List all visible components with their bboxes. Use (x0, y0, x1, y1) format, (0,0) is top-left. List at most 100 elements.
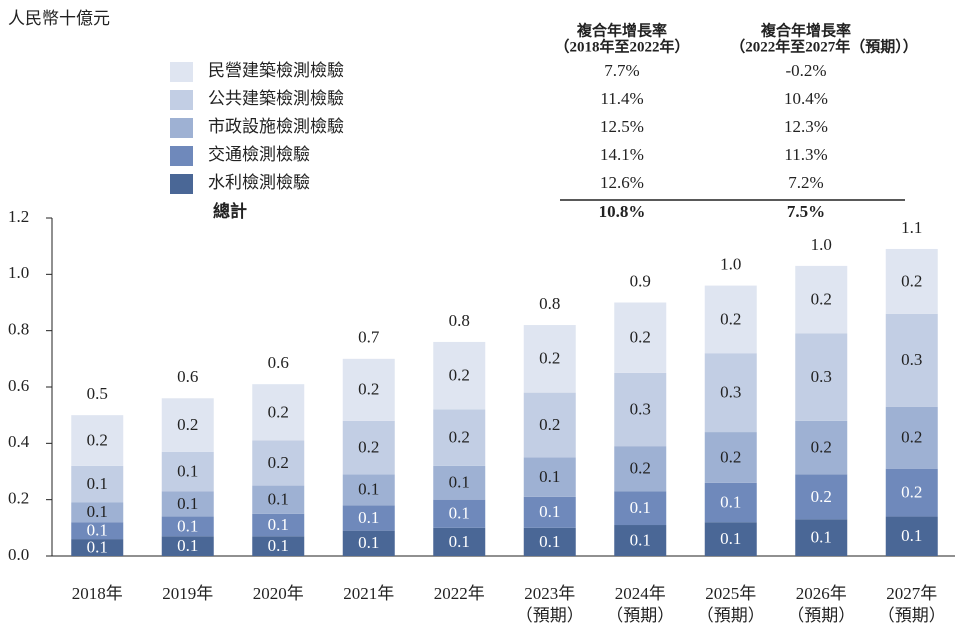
bar-segment (433, 527, 486, 556)
value-label: 0.2 (87, 430, 108, 449)
legend-swatch (170, 62, 193, 82)
x-tick-note: （預期） (697, 606, 765, 625)
x-tick-note: （預期） (787, 606, 855, 625)
y-tick-label: 0.4 (8, 432, 30, 451)
x-tick-label: 2025年 (705, 584, 756, 603)
total-label: 0.5 (87, 384, 108, 403)
value-label: 0.1 (87, 537, 108, 556)
legend-swatch (170, 174, 193, 194)
value-label: 0.3 (811, 367, 832, 386)
x-tick-label: 2020年 (253, 584, 304, 603)
value-label: 0.2 (268, 453, 289, 472)
value-label: 0.2 (177, 415, 198, 434)
value-label: 0.1 (449, 504, 470, 523)
bar-segment (433, 409, 486, 466)
total-label: 1.0 (720, 255, 741, 274)
bar-segment (71, 522, 124, 540)
bar-segment (433, 341, 486, 410)
bar-segment (523, 392, 576, 458)
value-label: 0.2 (358, 437, 379, 456)
unit-label: 人民幣十億元 (8, 9, 110, 28)
bar-segment (252, 440, 305, 486)
value-label: 0.1 (268, 490, 289, 509)
bar-segment (161, 516, 214, 537)
x-tick-note: （預期） (606, 606, 674, 625)
value-label: 0.2 (449, 428, 470, 447)
bar-segment (252, 485, 305, 514)
bar-segment (523, 325, 576, 393)
value-label: 0.1 (630, 530, 651, 549)
cagr-value: 12.3% (784, 117, 828, 136)
value-label: 0.2 (720, 309, 741, 328)
value-label: 0.2 (901, 483, 922, 502)
x-tick-note: （預期） (516, 606, 584, 625)
cagr-value: 7.7% (604, 61, 639, 80)
bar-segment (614, 525, 667, 556)
bar-segment (614, 446, 667, 492)
value-label: 0.1 (358, 480, 379, 499)
bar-segment (433, 465, 486, 500)
value-label: 0.2 (811, 437, 832, 456)
bar-segment (885, 248, 938, 314)
bar-segment (342, 505, 395, 531)
y-tick-label: 0.8 (8, 320, 29, 339)
value-label: 0.1 (358, 508, 379, 527)
value-label: 0.2 (811, 487, 832, 506)
bar-segment (342, 530, 395, 556)
legend-swatch (170, 118, 193, 138)
cagr-value: 14.1% (600, 145, 644, 164)
value-label: 0.1 (87, 521, 108, 540)
x-tick-label: 2026年 (796, 584, 847, 603)
value-label: 0.1 (811, 528, 832, 547)
cagr-value: 12.6% (600, 173, 644, 192)
value-label: 0.1 (539, 502, 560, 521)
bar-segment (433, 499, 486, 528)
cagr-value: 10.4% (784, 89, 828, 108)
legend-swatch (170, 90, 193, 110)
bar-segment (885, 516, 938, 556)
value-label: 0.2 (268, 402, 289, 421)
bar-segment (342, 474, 395, 506)
table-header: （2018年至2022年） (554, 37, 689, 55)
total-row-label: 總計 (213, 201, 247, 221)
x-tick-label: 2019年 (162, 584, 213, 603)
bar-segment (885, 406, 938, 469)
x-tick-label: 2024年 (615, 584, 666, 603)
total-label: 0.8 (539, 294, 560, 313)
value-label: 0.1 (268, 536, 289, 555)
bar-segment (885, 468, 938, 517)
legend-swatch (170, 146, 193, 166)
value-label: 0.2 (630, 459, 651, 478)
total-label: 0.6 (268, 353, 289, 372)
bar-segment (795, 333, 848, 421)
value-label: 0.2 (630, 328, 651, 347)
value-label: 0.2 (358, 380, 379, 399)
bar-segment (71, 415, 124, 466)
legend-label: 水利檢測檢驗 (208, 173, 310, 192)
cagr-value: 12.5% (600, 117, 644, 136)
bar-segment (614, 372, 667, 447)
value-label: 0.1 (87, 502, 108, 521)
value-label: 0.3 (630, 399, 651, 418)
value-label: 0.1 (268, 515, 289, 534)
bar-segment (71, 502, 124, 523)
x-tick-label: 2027年 (886, 584, 937, 603)
x-tick-note: （預期） (878, 606, 946, 625)
total-label: 0.6 (177, 367, 198, 386)
bar-segment (795, 474, 848, 520)
value-label: 0.1 (720, 492, 741, 511)
y-tick-label: 1.0 (8, 263, 29, 282)
bar-segment (523, 496, 576, 528)
legend-label: 交通檢測檢驗 (208, 145, 310, 164)
bar-segment (71, 465, 124, 503)
bar-segment (161, 451, 214, 492)
bar-segment (795, 420, 848, 475)
total-label: 0.8 (449, 311, 470, 330)
bar-segment (795, 265, 848, 334)
legend-label: 市政設施檢測檢驗 (208, 117, 344, 136)
value-label: 0.1 (87, 474, 108, 493)
table-header: （2022年至2027年（預期）） (730, 37, 918, 55)
bar-segment (161, 536, 214, 556)
bar-segment (614, 491, 667, 526)
